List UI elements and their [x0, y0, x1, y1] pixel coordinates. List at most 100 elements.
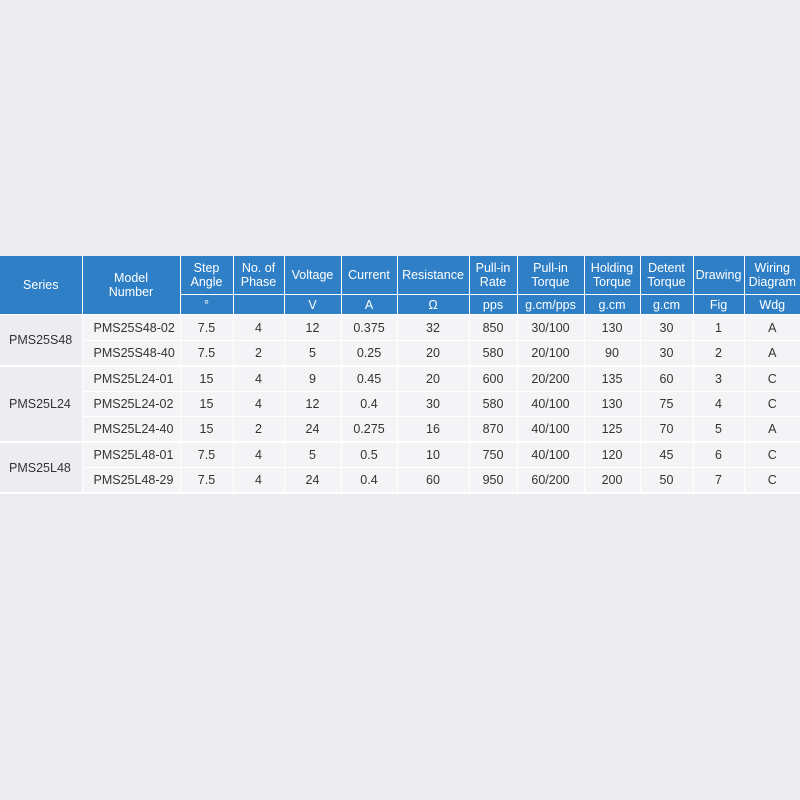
current-cell: 0.45 [341, 366, 398, 392]
header-detent-torque: Detent Torque [640, 256, 694, 295]
table-row: PMS25S48-40 7.5 2 5 0.25 20 580 20/100 9… [0, 340, 800, 367]
model-number-cell: PMS25L24-02 [82, 391, 181, 417]
detent-torque-cell: 45 [640, 442, 694, 468]
voltage-cell: 24 [284, 467, 342, 494]
drawing-cell: 6 [693, 442, 745, 468]
table-row: PMS25L48 PMS25L48-01 7.5 4 5 0.5 10 750 … [0, 442, 800, 494]
model-number-cell: PMS25L48-01 [82, 442, 181, 468]
drawing-cell: 2 [693, 340, 745, 367]
resistance-cell: 20 [397, 340, 470, 367]
pullin-rate-cell: 850 [469, 314, 518, 341]
header-resistance: Resistance [397, 256, 470, 295]
detent-torque-cell: 70 [640, 416, 694, 443]
detent-torque-cell: 60 [640, 366, 694, 392]
units-row: ° V A Ω pps g.cm/pps g.cm g.cm Fig Wdg [0, 294, 800, 315]
unit-resistance: Ω [397, 294, 470, 315]
voltage-cell: 9 [284, 366, 342, 392]
phase-cell: 4 [233, 314, 285, 341]
current-cell: 0.4 [341, 391, 398, 417]
holding-torque-cell: 200 [584, 467, 641, 494]
pullin-torque-cell: 40/100 [517, 391, 585, 417]
header-row: Series Model Number Step Angle No. of Phase… [0, 256, 800, 315]
voltage-cell: 12 [284, 391, 342, 417]
model-number-cell: PMS25S48-02 [82, 314, 181, 341]
model-number-cell: PMS25L48-29 [82, 467, 181, 494]
unit-no-of-phase [233, 294, 285, 315]
table-row: PMS25L48-29 7.5 4 24 0.4 60 950 60/200 2… [0, 467, 800, 494]
resistance-cell: 60 [397, 467, 470, 494]
header-pullin-torque: Pull-in Torque [517, 256, 585, 295]
pullin-torque-cell: 60/200 [517, 467, 585, 494]
table-row: PMS25S48 PMS25S48-02 7.5 4 12 0.375 32 8… [0, 314, 800, 367]
detent-torque-cell: 50 [640, 467, 694, 494]
current-cell: 0.275 [341, 416, 398, 443]
phase-cell: 4 [233, 366, 285, 392]
pullin-rate-cell: 870 [469, 416, 518, 443]
table-row: PMS25L24-40 15 2 24 0.275 16 870 40/100 … [0, 416, 800, 443]
resistance-cell: 30 [397, 391, 470, 417]
unit-pullin-torque: g.cm/pps [517, 294, 585, 315]
resistance-cell: 20 [397, 366, 470, 392]
header-wiring-diagram: Wiring Diagram [744, 256, 800, 295]
table-row: PMS25L24-02 15 4 12 0.4 30 580 40/100 13… [0, 391, 800, 417]
wiring-cell: A [744, 314, 800, 341]
detent-torque-cell: 30 [640, 314, 694, 341]
header-pullin-rate: Pull-in Rate [469, 256, 518, 295]
holding-torque-cell: 125 [584, 416, 641, 443]
phase-cell: 2 [233, 416, 285, 443]
drawing-cell: 7 [693, 467, 745, 494]
unit-holding-torque: g.cm [584, 294, 641, 315]
phase-cell: 4 [233, 442, 285, 468]
voltage-cell: 12 [284, 314, 342, 341]
current-cell: 0.375 [341, 314, 398, 341]
voltage-cell: 5 [284, 340, 342, 367]
header-no-of-phase: No. of Phase [233, 256, 285, 295]
header-drawing: Drawing [693, 256, 745, 295]
drawing-cell: 4 [693, 391, 745, 417]
drawing-cell: 5 [693, 416, 745, 443]
step-angle-cell: 15 [180, 366, 234, 392]
holding-torque-cell: 130 [584, 314, 641, 341]
step-angle-cell: 7.5 [180, 467, 234, 494]
series-cell: PMS25S48 [0, 314, 83, 367]
resistance-cell: 32 [397, 314, 470, 341]
detent-torque-cell: 75 [640, 391, 694, 417]
header-step-angle: Step Angle [180, 256, 234, 295]
wiring-cell: C [744, 442, 800, 468]
pullin-rate-cell: 950 [469, 467, 518, 494]
current-cell: 0.5 [341, 442, 398, 468]
holding-torque-cell: 135 [584, 366, 641, 392]
unit-current: A [341, 294, 398, 315]
model-number-cell: PMS25S48-40 [82, 340, 181, 367]
step-angle-cell: 15 [180, 391, 234, 417]
header-model-number: Model Number [82, 256, 181, 315]
pullin-torque-cell: 20/200 [517, 366, 585, 392]
drawing-cell: 3 [693, 366, 745, 392]
pullin-torque-cell: 40/100 [517, 416, 585, 443]
wiring-cell: A [744, 416, 800, 443]
detent-torque-cell: 30 [640, 340, 694, 367]
unit-wiring-diagram: Wdg [744, 294, 800, 315]
voltage-cell: 5 [284, 442, 342, 468]
step-angle-cell: 7.5 [180, 314, 234, 341]
header-current: Current [341, 256, 398, 295]
motor-spec-table: Series Model Number Step Angle No. of Phase… [0, 256, 800, 494]
resistance-cell: 10 [397, 442, 470, 468]
model-number-cell: PMS25L24-40 [82, 416, 181, 443]
pullin-torque-cell: 30/100 [517, 314, 585, 341]
step-angle-cell: 15 [180, 416, 234, 443]
current-cell: 0.4 [341, 467, 398, 494]
unit-voltage: V [284, 294, 342, 315]
step-angle-cell: 7.5 [180, 442, 234, 468]
wiring-cell: C [744, 391, 800, 417]
series-cell: PMS25L24 [0, 366, 83, 443]
step-angle-cell: 7.5 [180, 340, 234, 367]
unit-pullin-rate: pps [469, 294, 518, 315]
phase-cell: 2 [233, 340, 285, 367]
drawing-cell: 1 [693, 314, 745, 341]
header-series: Series [0, 256, 83, 315]
model-number-cell: PMS25L24-01 [82, 366, 181, 392]
unit-step-angle: ° [180, 294, 234, 315]
voltage-cell: 24 [284, 416, 342, 443]
pullin-rate-cell: 750 [469, 442, 518, 468]
